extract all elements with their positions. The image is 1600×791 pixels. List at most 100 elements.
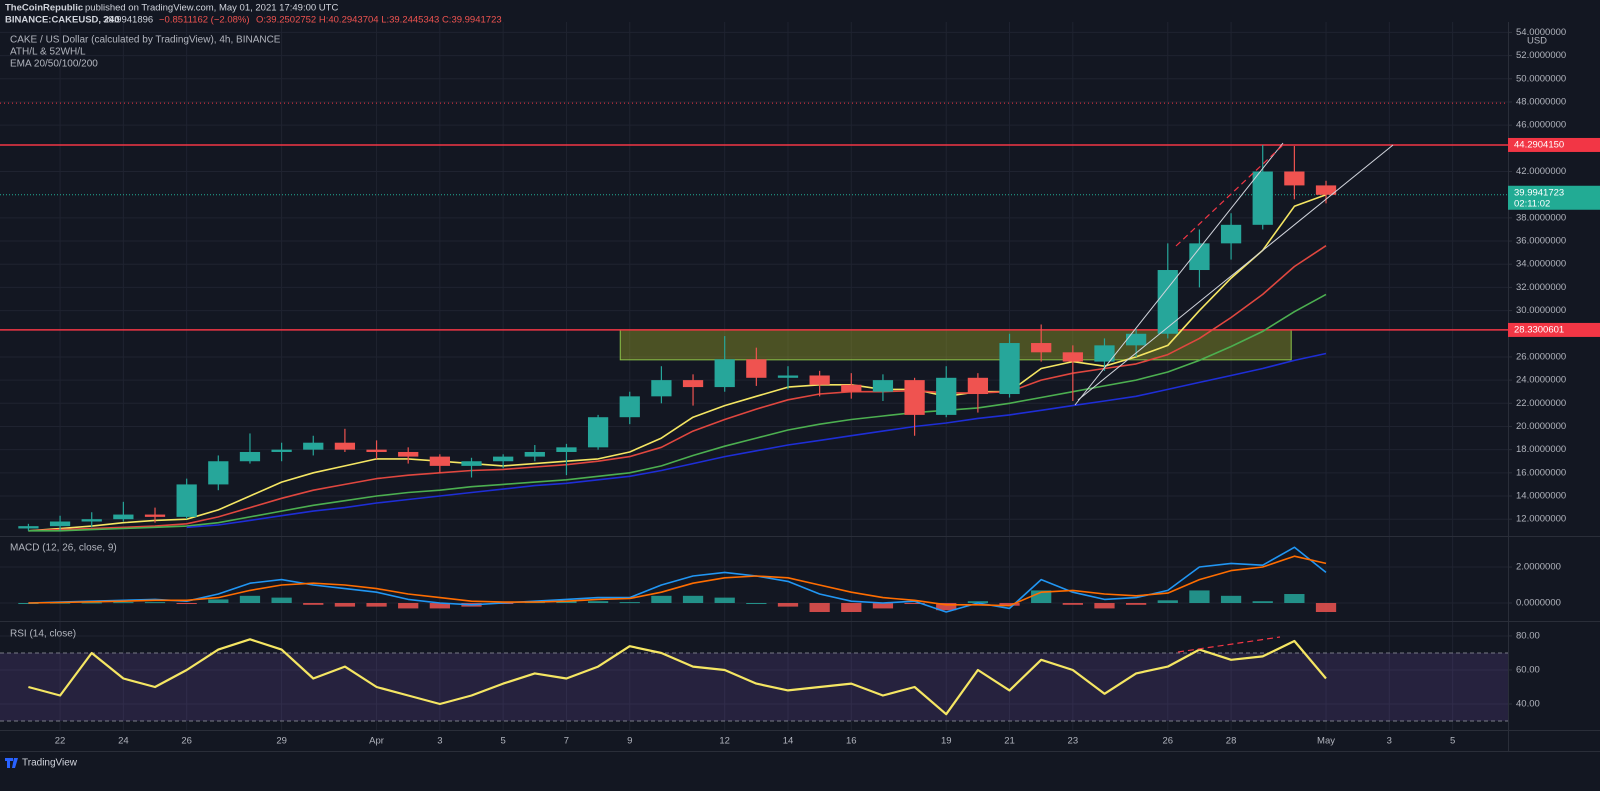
x-tick-label: 5: [501, 736, 506, 747]
candle-body: [967, 377, 989, 395]
x-tick-label: 14: [783, 736, 794, 747]
candle-body: [113, 514, 134, 520]
divergence-line: [1177, 636, 1281, 653]
x-tick-label: May: [1317, 736, 1335, 747]
indicator-line: [28, 638, 1327, 716]
histogram-bar: [144, 602, 166, 604]
histogram-bar: [841, 603, 862, 613]
level-label: 44.2904150: [1514, 139, 1564, 150]
candle-body: [746, 359, 767, 378]
histogram-bar: [398, 603, 419, 609]
ohlc: O:39.2502752 H:40.2943704 L:39.2445343 C…: [256, 15, 502, 26]
candle-body: [176, 484, 197, 517]
x-tick-label: 28: [1226, 736, 1237, 747]
text-layer: TheCoinRepublic published on TradingView…: [5, 3, 1600, 769]
x-tick-label: 3: [437, 736, 442, 747]
y-tick-label: 80.00: [1516, 630, 1540, 641]
y-tick-label: 12.0000000: [1516, 514, 1566, 525]
x-tick-label: 26: [181, 736, 192, 747]
y-tick-label: 42.0000000: [1516, 166, 1566, 177]
y-tick-label: 54.0000000: [1516, 27, 1566, 38]
histogram-bar: [1125, 603, 1147, 605]
candle-body: [524, 451, 545, 457]
candle-body: [587, 417, 609, 448]
candle-body: [1220, 224, 1242, 244]
y-tick-label: 38.0000000: [1516, 212, 1566, 223]
x-tick-label: 3: [1387, 736, 1392, 747]
y-tick-label: 2.0000000: [1516, 562, 1561, 573]
footer-logo: TradingView: [5, 758, 78, 769]
x-tick-label: 23: [1068, 736, 1079, 747]
candle-body: [556, 447, 577, 452]
histogram-bar: [239, 595, 261, 604]
candle-body: [651, 380, 672, 397]
x-tick-label: 5: [1450, 736, 1455, 747]
histogram-bar: [967, 601, 989, 604]
candle-body: [809, 375, 830, 385]
currency: USD: [1527, 36, 1547, 47]
candle-body: [904, 380, 925, 415]
candle-body: [303, 442, 324, 450]
histogram-bar: [81, 602, 102, 604]
candle-body: [619, 396, 640, 418]
last-price-label: 39.9941723: [1514, 187, 1564, 198]
histogram-bar: [429, 603, 450, 609]
indicator-line: [28, 293, 1327, 532]
macd-title: MACD (12, 26, close, 9): [10, 543, 117, 554]
candle-body: [461, 461, 482, 466]
candle-body: [1125, 333, 1147, 346]
candle-body: [1094, 345, 1115, 362]
histogram-bar: [303, 603, 324, 605]
candle-body: [1062, 352, 1083, 362]
histogram-bar: [587, 601, 609, 604]
histogram-bar: [682, 595, 704, 604]
symbol: BINANCE:CAKEUSD, 240: [5, 15, 120, 26]
histogram-bar: [1252, 601, 1273, 604]
candle-body: [18, 526, 39, 529]
indicator-line: [28, 555, 1327, 607]
y-tick-label: 60.00: [1516, 664, 1540, 675]
candle-body: [841, 384, 862, 392]
x-tick-label: 22: [55, 736, 66, 747]
divergence-line: [1175, 144, 1284, 247]
indicator-line: [186, 352, 1327, 529]
y-tick-label: 18.0000000: [1516, 444, 1566, 455]
histogram-bar: [1157, 600, 1178, 604]
candle-body: [398, 451, 419, 457]
candle-body: [872, 380, 894, 392]
histogram-bar: [619, 602, 640, 604]
histogram-bar: [999, 603, 1020, 606]
histogram-bar: [1315, 603, 1337, 613]
histogram-bar: [208, 599, 229, 604]
histogram-bar: [1094, 603, 1115, 609]
histogram-bar: [366, 603, 387, 607]
candle-body: [366, 449, 387, 452]
candle-body: [1157, 270, 1178, 334]
zone: [619, 329, 1292, 361]
candle-body: [714, 359, 735, 388]
y-tick-label: 0.0000000: [1516, 598, 1561, 609]
histogram-bar: [271, 597, 292, 604]
last-price: 39.9941896: [103, 15, 153, 26]
x-tick-label: 26: [1162, 736, 1173, 747]
rsi-title: RSI (14, close): [10, 629, 76, 640]
x-tick-label: 24: [118, 736, 129, 747]
x-tick-label: 16: [846, 736, 857, 747]
candle-body: [429, 456, 450, 466]
x-tick-label: 12: [719, 736, 730, 747]
publisher: TheCoinRepublic: [5, 3, 83, 14]
histogram-bar: [1189, 590, 1210, 604]
candle-body: [493, 456, 514, 462]
x-tick-label: 21: [1004, 736, 1015, 747]
y-tick-label: 50.0000000: [1516, 73, 1566, 84]
histogram-bar: [334, 603, 356, 607]
change: −0.8511162 (−2.08%): [159, 15, 250, 26]
last-price-tag: [1508, 185, 1600, 210]
candle-body: [81, 519, 102, 522]
y-tick-label: 32.0000000: [1516, 282, 1566, 293]
histogram-bar: [1062, 603, 1083, 605]
indicator-line: [28, 193, 1327, 532]
indicator-line: [28, 546, 1327, 613]
